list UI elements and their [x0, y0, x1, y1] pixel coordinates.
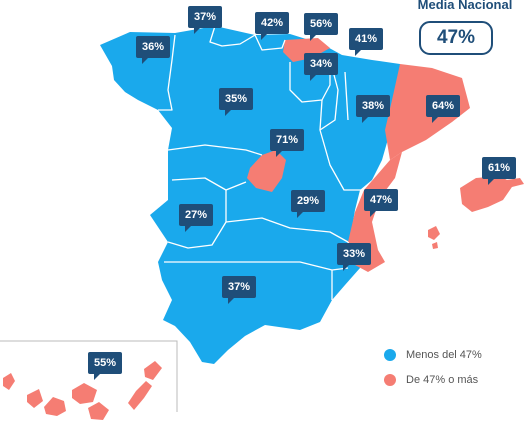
region-pais-vasco-shape: [283, 38, 330, 62]
region-badge-andalucia: 37%: [222, 276, 257, 304]
peninsula-shape: [100, 26, 400, 364]
region-badge-extremadura: 27%: [179, 204, 214, 232]
region-badge-pais-vasco: 56%: [304, 13, 339, 41]
region-badge-murcia: 33%: [337, 243, 372, 271]
region-badge-aragon: 38%: [356, 95, 391, 123]
region-badge-canarias: 55%: [88, 352, 123, 380]
region-baleares-shape: [460, 176, 514, 212]
region-badge-cantabria: 42%: [255, 12, 290, 40]
legend-dot-below: [384, 349, 396, 362]
islet-menorca-shape: [506, 178, 524, 187]
region-badge-asturias: 37%: [188, 6, 223, 34]
legend-item-above: De 47% o más: [384, 374, 479, 387]
legend-label-above: De 47% o más: [406, 374, 479, 387]
region-badge-baleares: 61%: [482, 157, 517, 185]
legend-dot-above: [384, 374, 396, 387]
region-madrid-shape: [247, 150, 286, 192]
islet-ibiza-shape: [428, 226, 440, 240]
region-badge-galicia: 36%: [136, 36, 171, 64]
region-badge-castilla-la-mancha: 29%: [291, 190, 326, 218]
region-badge-madrid: 71%: [270, 129, 305, 157]
legend-item-below: Menos del 47%: [384, 349, 482, 362]
region-badge-navarra: 41%: [349, 28, 384, 56]
legend-label-below: Menos del 47%: [406, 349, 482, 362]
canary-islands: [3, 361, 162, 420]
canarias-inset-frame: [0, 340, 178, 412]
region-badge-la-rioja: 34%: [304, 53, 339, 81]
region-borders: [158, 25, 364, 300]
national-average-value: 47%: [419, 21, 493, 55]
islet-formentera-shape: [432, 242, 438, 249]
region-badge-castilla-leon: 35%: [219, 88, 254, 116]
region-badge-valencia: 47%: [364, 189, 399, 217]
national-average-title: Media Nacional: [417, 0, 513, 12]
region-badge-cataluna: 64%: [426, 95, 461, 123]
